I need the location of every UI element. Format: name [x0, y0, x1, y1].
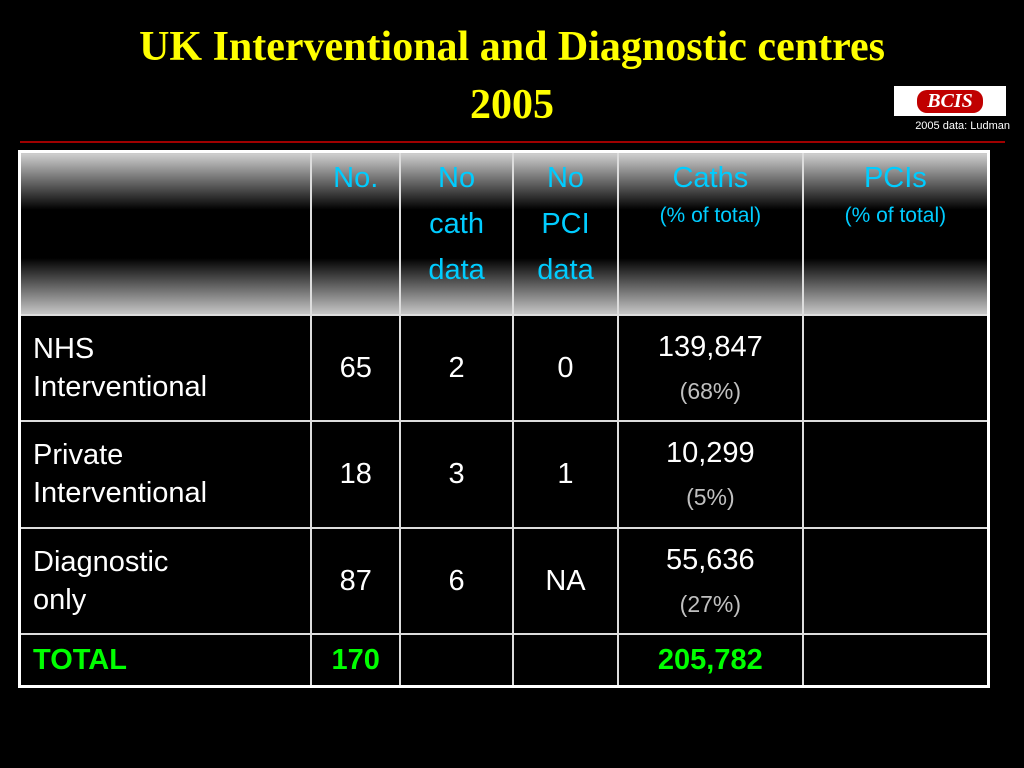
cell: 2: [399, 313, 515, 423]
header-cell: Caths (% of total): [616, 150, 804, 316]
caths-pct: (5%): [686, 484, 735, 511]
cell: NA: [512, 526, 619, 635]
cell: 3: [399, 420, 515, 529]
caths-pct: (27%): [679, 590, 742, 617]
total-label: TOTAL: [18, 632, 313, 688]
row-label-text: only: [33, 583, 87, 616]
cell: 205,782: [616, 632, 804, 688]
header-text: cath: [429, 208, 484, 240]
cell: 87: [310, 526, 402, 635]
header-text: No: [438, 162, 476, 194]
divider: [20, 141, 1005, 143]
logo-text: BCIS: [917, 89, 983, 113]
cell: 6: [399, 526, 515, 635]
row-label-text: Diagnostic: [33, 545, 169, 578]
row-label-text: Interventional: [33, 371, 208, 404]
header-text: data: [428, 254, 485, 286]
cell: 170: [310, 632, 402, 688]
header-note: (% of total): [844, 204, 947, 227]
subtitle: 2005: [470, 82, 554, 128]
header-text: data: [537, 254, 594, 286]
row-label: NHS Interventional: [18, 313, 313, 423]
header-cell: No.: [310, 150, 402, 316]
cell: 65: [310, 313, 402, 423]
row-label: Diagnostic only: [18, 526, 313, 635]
row: NHS Interventional 65 2 0 139,847 (68%): [18, 313, 990, 423]
row-label-text: NHS: [33, 333, 95, 366]
header-row: No. No cath data No PCI data Caths (% of total) P…: [18, 150, 990, 316]
row-label-text: Interventional: [33, 477, 208, 510]
header-text: No: [546, 162, 585, 194]
table: No. No cath data No PCI data Caths (% of total) P…: [18, 150, 990, 688]
caths-cell: 139,847 (68%): [616, 313, 804, 423]
empty-cell: [18, 150, 313, 316]
cell: 0: [512, 313, 619, 423]
header-note: (% of total): [659, 204, 762, 227]
row: Diagnostic only 87 6 NA 55,636 (27%): [18, 526, 990, 635]
empty-cell: [801, 632, 990, 688]
total-row: TOTAL 170 205,782: [18, 632, 990, 688]
caths-value: 139,847: [657, 331, 763, 364]
caths-value: 55,636: [665, 543, 755, 576]
row-label-text: Private: [33, 439, 124, 472]
logo: BCIS: [894, 86, 1006, 116]
title-text: UK Interventional and Diagnostic centres: [139, 24, 885, 70]
header-cell: PCIs (% of total): [801, 150, 990, 316]
empty-cell: [512, 632, 619, 688]
header-text: PCI: [541, 208, 590, 240]
caths-value: 10,299: [665, 437, 755, 470]
header-text: No.: [333, 162, 379, 194]
header-cell: No cath data: [399, 150, 515, 316]
empty-cell: [801, 420, 990, 529]
empty-cell: [801, 526, 990, 635]
header-text: PCIs: [863, 162, 927, 194]
cell: 1: [512, 420, 619, 529]
caths-cell: 10,299 (5%): [616, 420, 804, 529]
row: Private Interventional 18 3 1 10,299 (5%): [18, 420, 990, 529]
header-cell: No PCI data: [512, 150, 619, 316]
caths-pct: (68%): [679, 378, 742, 405]
credit: 2005 data: Ludman: [915, 120, 1010, 132]
empty-cell: [399, 632, 515, 688]
cell: 18: [310, 420, 402, 529]
row-label: Private Interventional: [18, 420, 313, 529]
title: UK Interventional and Diagnostic centres…: [0, 18, 1024, 134]
empty-cell: [801, 313, 990, 423]
caths-cell: 55,636 (27%): [616, 526, 804, 635]
header-text: Caths: [672, 162, 749, 194]
